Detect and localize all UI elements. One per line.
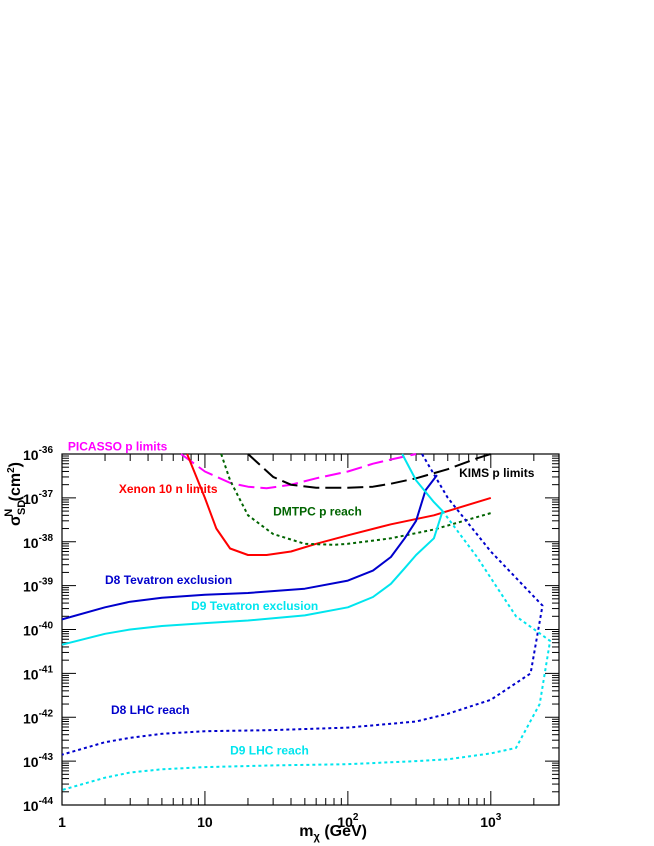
y-tick-label-exponent: -44 — [39, 796, 54, 807]
y-tick-label: 10-42 — [23, 708, 53, 726]
x-tick-label: 1 — [58, 814, 66, 830]
y-axis-title-unit-sup: 2 — [6, 467, 17, 473]
curve-label-2: KIMS p limits — [459, 466, 535, 480]
y-tick-label: 10-39 — [23, 577, 53, 595]
series-line-5 — [61, 453, 544, 756]
y-tick-label-exponent: -40 — [39, 621, 54, 632]
x-axis-title-sub: χ — [314, 831, 321, 843]
x-tick-label: 10 — [197, 814, 213, 830]
y-tick-label-base: 10 — [23, 798, 39, 814]
x-axis-title-rest: (GeV) — [320, 823, 367, 840]
y-axis-title-rest: (cm — [7, 473, 24, 506]
x-axis-title-base: m — [299, 823, 313, 840]
y-tick-label: 10-43 — [23, 752, 53, 770]
y-tick-label-exponent: -39 — [39, 577, 54, 588]
curve-label-5: D9 Tevatron exclusion — [191, 599, 318, 613]
y-tick-label-exponent: -38 — [39, 533, 54, 544]
y-tick-label: 10-44 — [23, 796, 53, 814]
x-axis-title: mχ (GeV) — [299, 823, 367, 843]
y-tick-label-base: 10 — [23, 666, 39, 682]
y-axis-title-sub: SD — [16, 500, 28, 515]
curve-label-0: PICASSO p limits — [68, 440, 168, 454]
y-tick-label-base: 10 — [23, 710, 39, 726]
y-tick-label: 10-36 — [23, 445, 53, 463]
x-tick-label-base: 10 — [197, 814, 213, 830]
axis-ticks — [61, 453, 560, 806]
curve-label-3: DMTPC p reach — [273, 504, 362, 518]
y-tick-label-exponent: -42 — [39, 708, 54, 719]
series-line-7 — [401, 453, 444, 512]
y-tick-label-base: 10 — [23, 447, 39, 463]
series-line-8 — [61, 510, 552, 791]
y-tick-label-exponent: -41 — [39, 664, 54, 675]
y-axis-title-base: σ — [7, 515, 24, 526]
x-tick-label-exponent: 3 — [496, 812, 502, 823]
y-tick-label-exponent: -37 — [39, 489, 54, 500]
y-tick-label-base: 10 — [23, 579, 39, 595]
curve-label-6: D8 LHC reach — [111, 703, 190, 717]
x-tick-label: 103 — [480, 812, 502, 830]
y-tick-label: 10-38 — [23, 533, 53, 551]
curve-label-1: Xenon 10 n limits — [119, 482, 218, 496]
y-tick-label-exponent: -43 — [39, 752, 54, 763]
y-axis-title-close: ) — [7, 462, 24, 467]
y-tick-label: 10-37 — [23, 489, 53, 507]
y-axis-title-sup: N — [3, 509, 15, 517]
y-axis-title: σSDN (cm2) — [3, 462, 28, 526]
series-line-4 — [61, 474, 438, 621]
curve-label-7: D9 LHC reach — [230, 744, 309, 758]
x-tick-label-base: 10 — [337, 814, 353, 830]
y-tick-label-exponent: -36 — [39, 445, 54, 456]
series-line-6 — [61, 510, 444, 646]
y-tick-label: 10-41 — [23, 664, 53, 682]
y-tick-label: 10-40 — [23, 621, 53, 639]
x-tick-label: 102 — [337, 812, 359, 830]
x-tick-label-base: 10 — [480, 814, 496, 830]
curve-label-4: D8 Tevatron exclusion — [105, 573, 232, 587]
y-tick-label-base: 10 — [23, 623, 39, 639]
x-tick-label-exponent: 2 — [353, 812, 359, 823]
series-line-2 — [247, 453, 492, 489]
x-tick-label-base: 1 — [58, 814, 66, 830]
series-line-3 — [220, 453, 492, 546]
y-tick-label-base: 10 — [23, 491, 39, 507]
y-tick-label-base: 10 — [23, 535, 39, 551]
series-line-1 — [186, 453, 492, 556]
y-tick-label-base: 10 — [23, 754, 39, 770]
